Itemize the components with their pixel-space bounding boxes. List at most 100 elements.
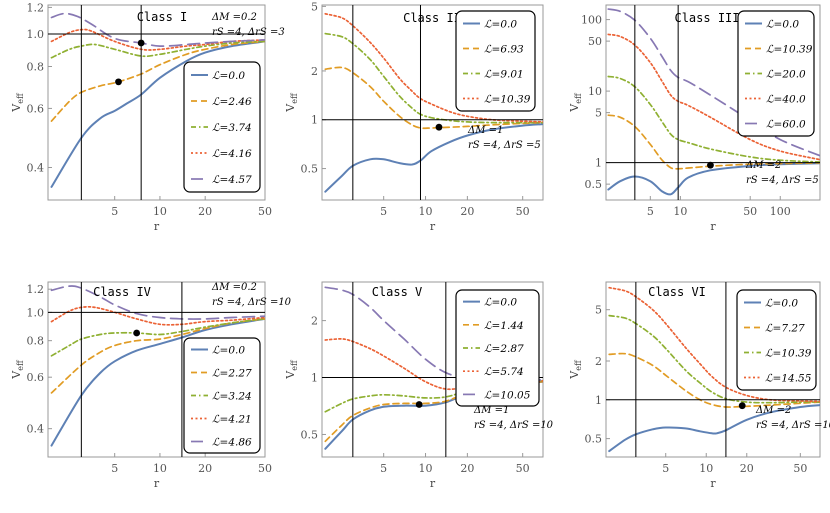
annotation-line-2: rS =4, ΔrS =5 xyxy=(746,175,819,186)
x-tick-label: 5 xyxy=(380,462,387,475)
series-line-1 xyxy=(324,123,543,193)
legend: ℒ=0.0 ℒ=2.27 ℒ=3.24 ℒ=4.21 ℒ=4.86 xyxy=(183,337,261,454)
series-line-2 xyxy=(607,114,820,170)
x-tick-label: 5 xyxy=(662,462,669,475)
plot-frame xyxy=(605,281,821,458)
legend-label: ℒ=3.24 xyxy=(212,391,252,403)
annotation-line-2: rS =4, ΔrS =3 xyxy=(212,27,285,38)
marked-point xyxy=(137,39,145,47)
series-line-1 xyxy=(607,162,820,196)
y-axis-label: Veff xyxy=(284,359,299,380)
legend-label: ℒ=9.01 xyxy=(484,69,524,81)
y-tick-label: 0.8 xyxy=(27,335,45,348)
legend: ℒ=0.0 ℒ=2.46 ℒ=3.74 ℒ=4.16 ℒ=4.57 xyxy=(183,61,261,193)
panel-3: 5 10 50 100 0.5 1 5 10 50 100 r Veff Class III ΔM =2 r… xyxy=(568,4,821,233)
legend-label: ℒ=5.74 xyxy=(484,366,524,378)
legend-box xyxy=(183,61,261,193)
legend-label: ℒ=14.55 xyxy=(765,373,812,385)
x-tick-label: 10 xyxy=(153,462,167,475)
legend-label: ℒ=6.93 xyxy=(484,44,524,56)
x-tick-label: 10 xyxy=(419,462,433,475)
plot-frame xyxy=(605,4,821,201)
x-tick-label: 20 xyxy=(198,462,212,475)
x-axis-label: r xyxy=(710,477,716,490)
annotation-line-2: rS =4, ΔrS =10 xyxy=(212,297,292,308)
plot-frame xyxy=(47,4,266,201)
y-tick-label: 50 xyxy=(588,35,602,48)
panel-4: 5 10 20 50 0.4 0.6 0.8 1.0 1.2 r Veff Class IV ΔM =0… xyxy=(10,281,292,490)
y-tick-label: 1.2 xyxy=(27,1,45,14)
legend-label: ℒ=0.0 xyxy=(766,19,799,31)
y-tick-label: 0.4 xyxy=(27,161,45,174)
y-axis-label: Veff xyxy=(284,92,299,113)
legend: ℒ=0.0 ℒ=7.27 ℒ=10.39 ℒ=14.55 xyxy=(736,289,817,391)
legend-label: ℒ=4.57 xyxy=(212,174,252,186)
panel-title: Class V xyxy=(372,285,423,299)
x-axis-label: r xyxy=(710,220,716,233)
annotation-line-1: ΔM =2 xyxy=(745,160,781,171)
y-axis-label: Veff xyxy=(568,92,583,113)
y-tick-label: 10 xyxy=(588,85,602,98)
curves xyxy=(607,8,820,196)
legend-label: ℒ=2.46 xyxy=(212,96,252,108)
series-line-4 xyxy=(50,305,265,326)
marked-point xyxy=(738,402,746,410)
y-tick-label: 0.6 xyxy=(27,371,45,384)
legend-label: ℒ=0.0 xyxy=(484,19,517,31)
panel-title: Class II xyxy=(403,11,461,25)
legend: ℒ=0.0 ℒ=10.39 ℒ=20.0 ℒ=40.0 ℒ=60.0 xyxy=(737,10,815,137)
y-axis-label: Veff xyxy=(568,359,583,380)
legend-label: ℒ=7.27 xyxy=(765,323,805,335)
marked-point xyxy=(435,123,443,131)
annotation-line-1: ΔM =2 xyxy=(755,405,791,416)
series-line-5 xyxy=(50,285,265,320)
panel-5: 5 10 20 50 0.5 1 2 r Veff Class V ΔM =1 rS =4, ΔrS … xyxy=(284,281,554,490)
legend-box xyxy=(736,289,817,391)
x-tick-label: 100 xyxy=(770,205,791,218)
y-tick-label: 5 xyxy=(595,304,602,317)
x-tick-label: 10 xyxy=(699,462,713,475)
y-tick-label: 0.5 xyxy=(585,178,603,191)
series-line-3 xyxy=(607,75,820,163)
y-tick-label: 0.5 xyxy=(301,163,319,176)
y-tick-label: 2 xyxy=(311,315,318,328)
legend-label: ℒ=10.39 xyxy=(765,348,812,360)
x-tick-label: 20 xyxy=(460,205,474,218)
annotation-line-1: ΔM =1 xyxy=(473,405,509,416)
x-tick-label: 5 xyxy=(111,205,118,218)
series-line-3 xyxy=(50,40,265,59)
y-tick-label: 0.8 xyxy=(27,60,45,73)
plot-frame xyxy=(321,281,544,458)
legend-box xyxy=(183,337,261,454)
y-tick-label: 2 xyxy=(311,65,318,78)
legend-label: ℒ=20.0 xyxy=(766,69,806,81)
y-tick-label: 1 xyxy=(595,394,602,407)
legend-label: ℒ=40.0 xyxy=(766,94,806,106)
legend-label: ℒ=0.0 xyxy=(212,70,245,82)
x-tick-label: 5 xyxy=(647,205,654,218)
y-tick-label: 0.4 xyxy=(27,423,45,436)
legend-label: ℒ=10.05 xyxy=(484,389,531,401)
series-line-4 xyxy=(607,33,820,161)
legend-label: ℒ=2.87 xyxy=(484,343,524,355)
annotation-line-1: ΔM =1 xyxy=(467,125,503,136)
legend-label: ℒ=4.86 xyxy=(212,437,252,449)
legend-label: ℒ=10.39 xyxy=(484,94,531,106)
y-tick-label: 1.0 xyxy=(27,28,45,41)
y-tick-label: 5 xyxy=(311,0,318,13)
y-tick-label: 5 xyxy=(595,107,602,120)
annotation-line-2: rS =4, ΔrS =5 xyxy=(468,140,541,151)
y-tick-label: 1 xyxy=(595,157,602,170)
x-tick-label: 50 xyxy=(516,205,530,218)
x-tick-label: 10 xyxy=(419,205,433,218)
x-axis-label: r xyxy=(430,220,436,233)
y-tick-label: 0.5 xyxy=(301,428,319,441)
annotation-line-2: rS =4, ΔrS =10 xyxy=(756,420,830,431)
panel-6: 5 10 20 50 0.5 1 2 5 r Veff Class VI ΔM =2 rS =4, Δr… xyxy=(568,281,830,490)
legend-label: ℒ=0.0 xyxy=(765,298,798,310)
y-tick-label: 0.6 xyxy=(27,102,45,115)
y-tick-label: 2 xyxy=(595,355,602,368)
legend-box xyxy=(737,10,815,137)
marked-point xyxy=(115,78,122,86)
legend-label: ℒ=0.0 xyxy=(484,297,517,309)
